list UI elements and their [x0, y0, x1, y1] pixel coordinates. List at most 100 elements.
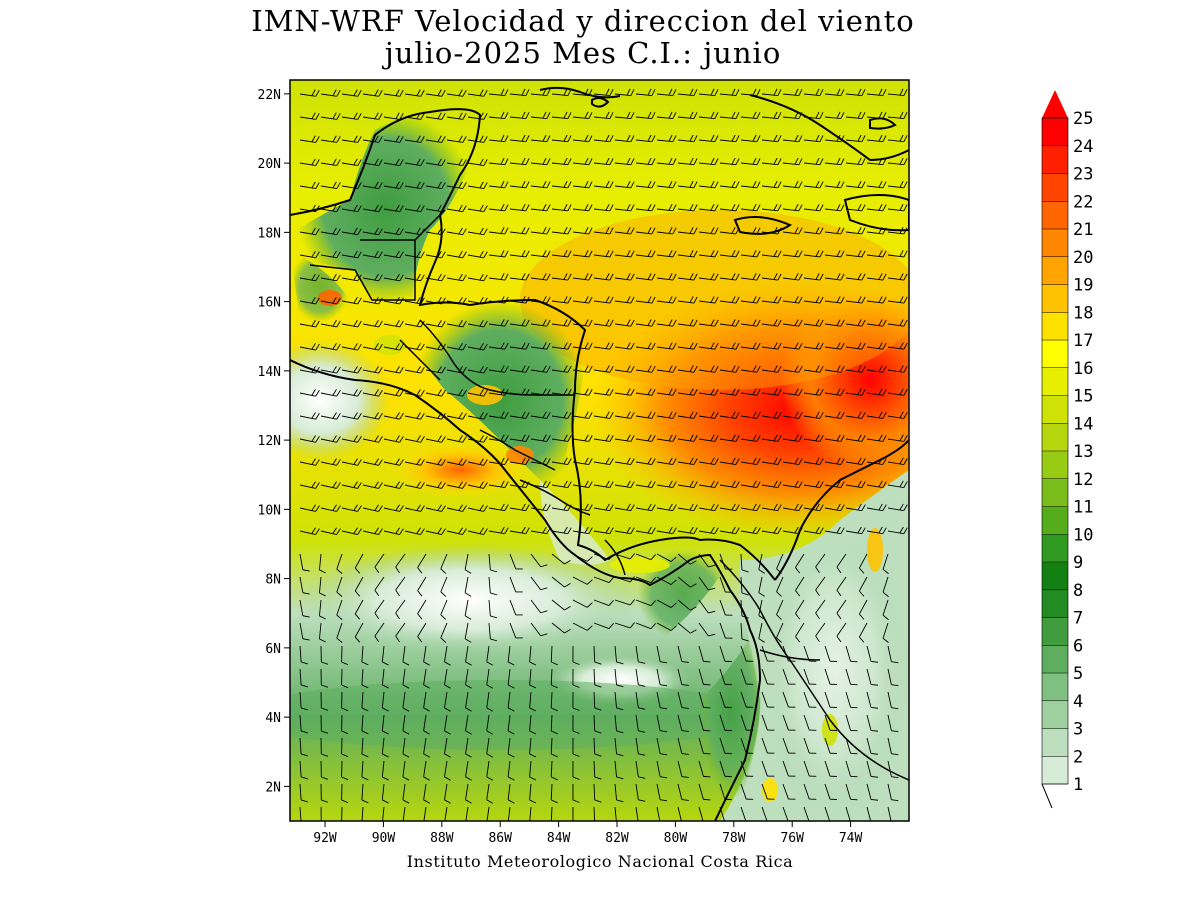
wind-barb	[740, 457, 761, 465]
wind-barb	[446, 412, 467, 420]
wind-barb	[656, 250, 677, 258]
wind-barb	[635, 622, 656, 630]
wind-barb	[761, 806, 768, 821]
wind-barb	[404, 481, 425, 489]
colorbar-swatch	[1042, 118, 1068, 147]
wind-barb	[530, 157, 551, 166]
wind-barb	[572, 783, 580, 803]
wind-barb	[656, 134, 677, 143]
wind-barb	[614, 457, 635, 465]
wind-barb	[887, 714, 899, 733]
wind-barb	[319, 599, 326, 620]
wind-barb	[402, 645, 410, 666]
wind-barb	[719, 668, 732, 686]
wind-barb	[614, 576, 635, 583]
wind-barb	[530, 227, 551, 235]
wind-barb	[782, 691, 796, 708]
wind-barb	[593, 203, 614, 212]
wind-barb	[446, 273, 467, 282]
wind-barb	[299, 273, 320, 282]
wind-barb	[656, 622, 677, 631]
wind-barb	[320, 135, 341, 143]
wind-barb	[635, 388, 656, 396]
wind-barb	[845, 526, 866, 535]
wind-barb	[593, 622, 614, 629]
wind-barb	[572, 111, 593, 120]
wind-barb	[887, 526, 908, 535]
wind-barb	[299, 89, 320, 97]
wind-barb	[299, 343, 320, 351]
wind-barb	[845, 180, 866, 189]
wind-barb	[845, 714, 858, 732]
wind-barb	[354, 553, 364, 574]
wind-barb	[572, 319, 593, 327]
map-title: IMN-WRF Velocidad y direccion del viento	[251, 4, 915, 38]
wind-barb	[465, 760, 472, 781]
wind-barb	[782, 434, 803, 442]
wind-barb	[444, 737, 451, 758]
wind-barb	[572, 668, 580, 688]
wind-barb	[529, 737, 537, 758]
wind-barb	[551, 599, 571, 611]
wind-barb	[593, 388, 614, 396]
wind-barb	[593, 599, 614, 606]
wind-barb	[761, 227, 782, 235]
wind-barb	[824, 273, 845, 281]
wind-barb	[467, 296, 488, 305]
wind-barb	[719, 622, 733, 639]
wind-barb	[404, 389, 425, 397]
lon-tick-label: 78W	[722, 831, 746, 846]
wind-barb	[341, 435, 362, 443]
wind-barb	[425, 320, 446, 328]
wind-barb	[551, 622, 571, 634]
wind-barb	[362, 527, 383, 535]
wind-barb	[758, 599, 765, 620]
wind-barb	[677, 88, 698, 96]
wind-barb	[341, 320, 362, 328]
wind-barb	[320, 504, 341, 512]
wind-barb	[719, 342, 740, 350]
lon-tick-label: 76W	[780, 831, 804, 846]
wind-barb	[530, 319, 551, 327]
wind-barb	[761, 645, 775, 662]
wind-barb	[719, 296, 740, 304]
wind-barb	[614, 157, 635, 166]
wind-barb	[341, 181, 362, 190]
wind-barb	[782, 526, 803, 535]
wind-barb	[698, 576, 716, 591]
wind-barb	[550, 783, 558, 804]
colorbar-swatch	[1042, 534, 1068, 563]
lon-tick-label: 84W	[547, 831, 571, 846]
wind-barb	[404, 320, 425, 328]
wind-barb	[425, 481, 446, 489]
wind-barb	[887, 111, 908, 120]
wind-barb	[423, 714, 430, 735]
wind-barb	[425, 366, 446, 374]
wind-barb	[698, 319, 719, 327]
wind-barb	[635, 342, 656, 350]
wind-barb	[530, 480, 551, 489]
wind-barb	[446, 527, 467, 535]
wind-barb	[866, 388, 887, 396]
wind-barb	[845, 388, 866, 396]
wind-barb	[858, 576, 868, 597]
wind-barb	[341, 481, 362, 489]
wind-barb	[446, 204, 467, 213]
wind-barb	[440, 553, 448, 574]
wind-barb	[656, 180, 677, 189]
wind-barb	[550, 645, 558, 666]
wind-barb	[417, 553, 427, 574]
wind-barb	[446, 135, 467, 143]
wind-barb	[866, 645, 879, 663]
wind-barb	[402, 714, 410, 735]
wind-barb	[845, 227, 866, 235]
wind-barb	[677, 434, 698, 442]
wind-barb	[572, 227, 593, 235]
wind-barb	[782, 296, 803, 304]
wind-barb	[887, 411, 908, 419]
wind-barb	[425, 343, 446, 351]
wind-barb	[635, 434, 656, 442]
wind-barb	[374, 553, 385, 574]
wind-barb	[845, 342, 866, 350]
wind-barb	[465, 714, 472, 735]
